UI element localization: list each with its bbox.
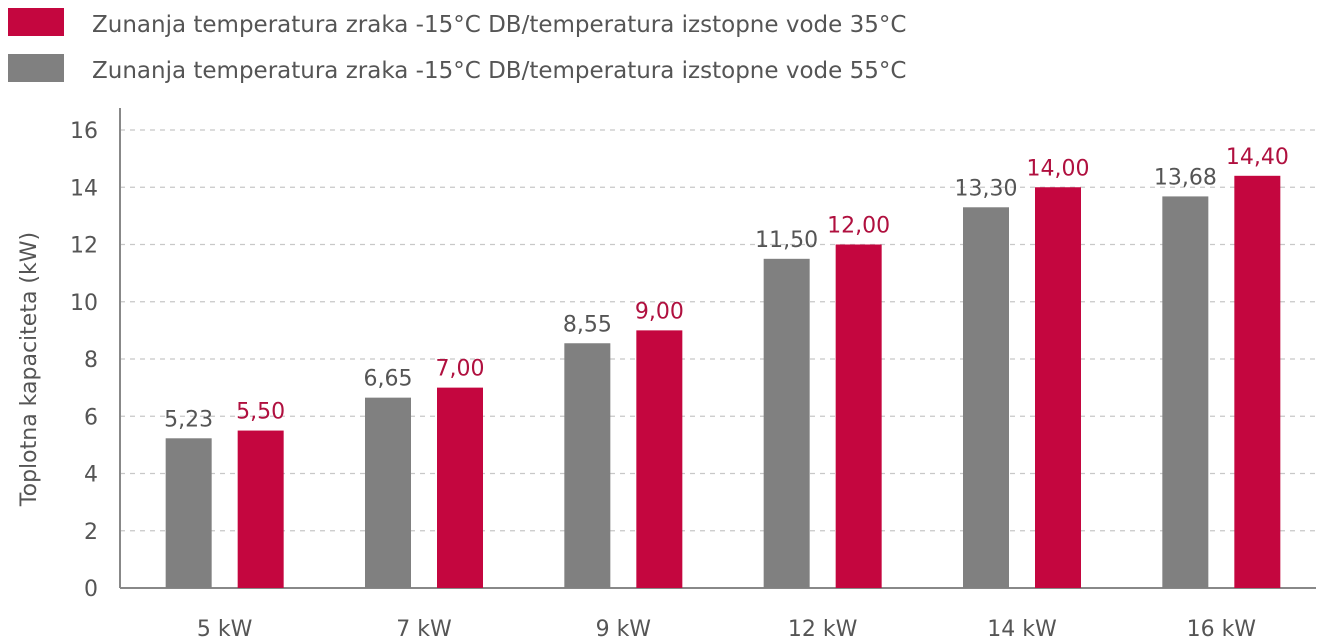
bar-series0-2 xyxy=(564,343,611,588)
y-tick-label-10: 10 xyxy=(70,291,98,316)
value-label-series0-1: 6,65 xyxy=(364,367,413,392)
legend-label-1: Zunanja temperatura zraka -15°C DB/tempe… xyxy=(92,58,906,84)
legend-swatch-0 xyxy=(8,8,64,36)
x-tick-label-1: 7 kW xyxy=(396,617,452,642)
bar-series1-5 xyxy=(1234,175,1281,589)
y-tick-label-0: 0 xyxy=(84,577,98,602)
x-tick-label-3: 12 kW xyxy=(788,617,858,642)
chart-legend: Zunanja temperatura zraka -15°C DB/tempe… xyxy=(8,8,906,84)
bar-series1-1 xyxy=(437,387,483,588)
bar-series1-2 xyxy=(636,330,683,588)
x-tick-label-0: 5 kW xyxy=(197,617,253,642)
value-label-series0-5: 13,68 xyxy=(1154,165,1217,190)
bar-series0-3 xyxy=(763,258,810,588)
y-tick-label-2: 2 xyxy=(84,520,98,545)
y-tick-label-16: 16 xyxy=(70,119,98,144)
y-tick-label-4: 4 xyxy=(84,463,98,488)
value-label-series1-4: 14,00 xyxy=(1027,156,1090,181)
bars-group xyxy=(165,175,1281,589)
legend-label-0: Zunanja temperatura zraka -15°C DB/tempe… xyxy=(92,12,906,38)
bar-series0-0 xyxy=(165,438,212,588)
value-label-series1-5: 14,40 xyxy=(1226,145,1289,170)
grid-lines xyxy=(120,129,1316,532)
value-label-series0-3: 11,50 xyxy=(755,228,818,253)
chart-axes: 0 2 4 6 8 10 12 14 16 Toplotna kapaciteta (kW) 5 k… xyxy=(17,108,1316,642)
value-labels-group: 5,23 5,50 6,65 7,00 8,55 9,00 11,50 12,00 13,30 1… xyxy=(164,145,1289,432)
y-tick-label-6: 6 xyxy=(84,405,98,430)
bar-series0-1 xyxy=(365,397,411,588)
value-label-series0-4: 13,30 xyxy=(955,176,1018,201)
bar-series0-4 xyxy=(963,207,1009,588)
y-tick-label-12: 12 xyxy=(70,234,98,259)
value-label-series1-1: 7,00 xyxy=(436,357,485,382)
value-label-series1-3: 12,00 xyxy=(827,214,890,239)
y-tick-label-14: 14 xyxy=(70,176,98,201)
y-tick-label-8: 8 xyxy=(84,348,98,373)
legend-swatch-1 xyxy=(8,54,64,82)
x-tick-label-2: 9 kW xyxy=(596,617,652,642)
value-label-series1-2: 9,00 xyxy=(635,299,684,324)
bar-series1-3 xyxy=(835,244,882,588)
value-label-series0-0: 5,23 xyxy=(164,407,213,432)
x-tick-label-4: 14 kW xyxy=(987,617,1057,642)
x-tick-label-5: 16 kW xyxy=(1187,617,1257,642)
bar-series1-0 xyxy=(237,430,284,588)
bar-series0-5 xyxy=(1162,196,1209,588)
bar-series1-4 xyxy=(1035,187,1081,588)
value-label-series1-0: 5,50 xyxy=(236,400,285,425)
value-label-series0-2: 8,55 xyxy=(563,312,612,337)
y-axis-title: Toplotna kapaciteta (kW) xyxy=(17,232,42,507)
